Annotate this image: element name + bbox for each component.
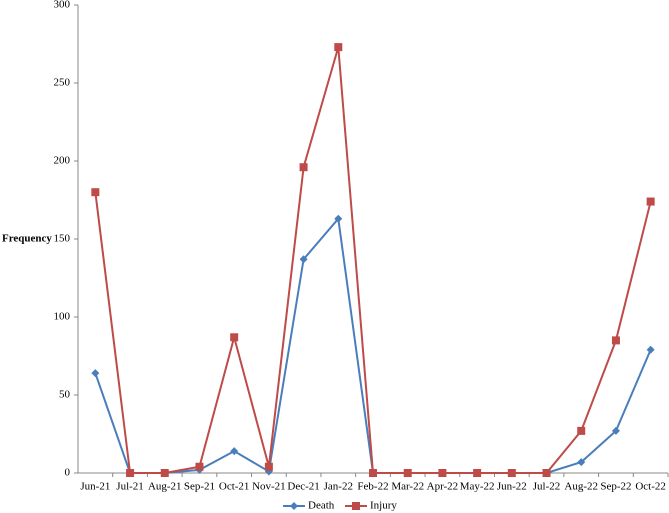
data-point xyxy=(91,188,100,197)
data-point xyxy=(126,469,135,477)
y-tick-label: 100 xyxy=(54,311,71,323)
x-tick-label: Aug-22 xyxy=(564,481,598,493)
data-point xyxy=(91,369,100,378)
data-point xyxy=(646,197,655,206)
data-point xyxy=(507,469,516,477)
data-point xyxy=(230,333,239,342)
data-point xyxy=(334,214,343,223)
data-point xyxy=(403,469,412,477)
y-tick-label: 0 xyxy=(65,467,71,479)
data-point xyxy=(577,458,586,467)
x-tick-label: Mar-22 xyxy=(391,481,424,493)
data-point xyxy=(264,462,273,471)
data-point xyxy=(542,469,551,477)
y-tick-label: 150 xyxy=(54,233,71,245)
data-point xyxy=(646,345,655,354)
data-point xyxy=(195,462,204,471)
legend-label: Injury xyxy=(370,500,397,512)
x-tick-label: Aug-21 xyxy=(148,481,182,493)
x-tick-label: Apr-22 xyxy=(427,481,459,493)
data-point xyxy=(230,447,239,456)
x-tick-label: Oct-22 xyxy=(635,481,666,493)
y-axis-label: Frequency xyxy=(2,233,52,245)
x-tick-label: Feb-22 xyxy=(357,481,388,493)
series-line xyxy=(94,46,652,474)
x-tick-label: Jun-21 xyxy=(80,481,110,493)
y-tick-label: 250 xyxy=(54,77,71,89)
data-point xyxy=(369,469,377,477)
x-tick-label: Dec-21 xyxy=(287,481,319,493)
x-tick-label: Sep-22 xyxy=(600,481,631,493)
data-point xyxy=(160,469,169,477)
data-point xyxy=(577,426,586,435)
data-point xyxy=(611,336,620,345)
data-point xyxy=(611,426,620,435)
data-point xyxy=(299,163,308,172)
y-tick-label: 200 xyxy=(54,155,71,167)
x-tick-label: Jul-21 xyxy=(116,481,144,493)
x-tick-label: Sep-21 xyxy=(184,481,215,493)
x-tick-label: Jan-22 xyxy=(324,481,353,493)
data-point xyxy=(299,255,308,264)
y-tick-label: 300 xyxy=(54,0,71,11)
legend-marker xyxy=(352,502,360,510)
x-tick-label: May-22 xyxy=(460,481,495,493)
x-tick-label: Jul-22 xyxy=(533,481,561,493)
y-tick-label: 50 xyxy=(59,389,71,401)
legend-marker xyxy=(290,502,298,510)
x-tick-label: Jun-22 xyxy=(497,481,527,493)
x-tick-label: Nov-21 xyxy=(252,481,286,493)
data-point xyxy=(473,469,482,477)
series-line xyxy=(94,216,652,474)
data-point xyxy=(334,43,343,52)
x-tick-label: Oct-21 xyxy=(219,481,250,493)
data-point xyxy=(438,469,447,477)
legend-label: Death xyxy=(308,500,335,512)
